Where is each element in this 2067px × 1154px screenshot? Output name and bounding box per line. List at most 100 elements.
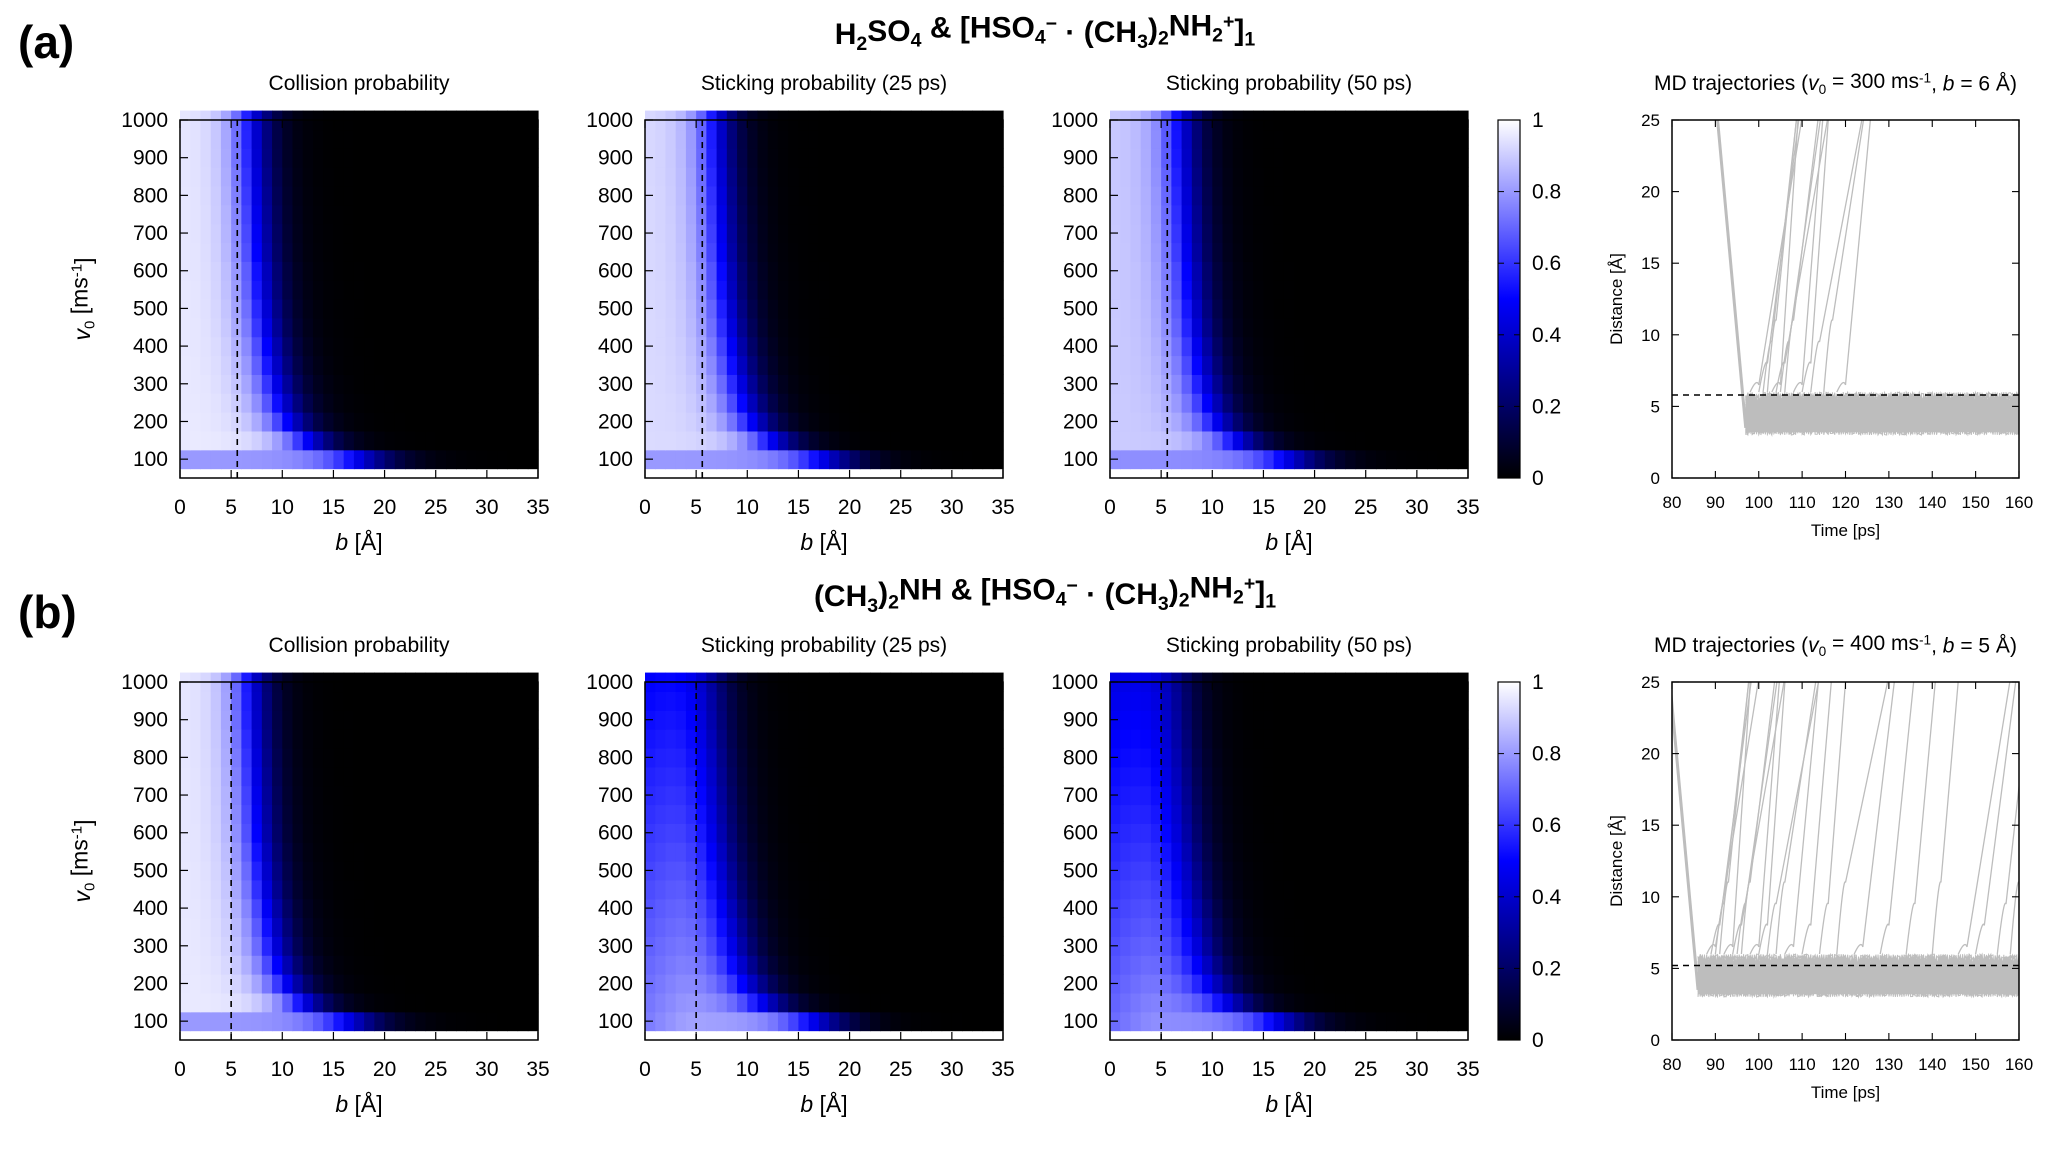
- heatmap-cell: [788, 729, 800, 749]
- y-tick-label: 800: [133, 746, 168, 769]
- heatmap-cell: [880, 785, 892, 806]
- heatmap-cell: [1253, 299, 1265, 319]
- text-run: 0: [81, 321, 98, 329]
- heatmap-cell: [716, 223, 728, 244]
- heatmap-cell: [261, 710, 273, 730]
- heatmap-cell: [1150, 430, 1162, 451]
- heatmap-cell: [1273, 992, 1285, 1013]
- heatmap-cell: [323, 842, 335, 862]
- heatmap-cell: [1294, 917, 1305, 937]
- heatmap-cell: [445, 974, 457, 994]
- heatmap-cell: [1386, 804, 1397, 824]
- heatmap-cell: [517, 280, 529, 300]
- heatmap-cell: [220, 823, 232, 843]
- heatmap-cell: [992, 317, 1004, 338]
- heatmap-cell: [737, 785, 748, 806]
- heatmap-cell: [456, 393, 467, 413]
- y-tick-label: 200: [1063, 972, 1098, 995]
- heatmap-cell: [1140, 710, 1152, 730]
- heatmap-cell: [1314, 691, 1326, 711]
- heatmap-cell: [665, 167, 677, 187]
- heatmap-cell: [1437, 691, 1449, 711]
- heatmap-cell: [747, 842, 759, 862]
- heatmap-cell: [880, 710, 892, 730]
- heatmap-cell: [1294, 729, 1305, 749]
- heatmap-cell: [220, 785, 232, 806]
- heatmap-cell: [716, 710, 728, 730]
- heatmap-cell: [425, 861, 437, 881]
- heatmap-cell: [665, 299, 677, 319]
- heatmap-cell: [1232, 299, 1244, 319]
- heatmap-cell: [1150, 898, 1162, 919]
- heatmap-cell: [272, 393, 283, 413]
- heatmap-cell: [527, 766, 539, 787]
- heatmap-cell: [1386, 355, 1397, 375]
- heatmap-cell: [1130, 936, 1142, 956]
- heatmap-cell: [829, 261, 840, 281]
- heatmap-cell: [665, 242, 677, 262]
- heatmap-cell: [425, 1011, 437, 1032]
- heatmap-cell: [1140, 148, 1152, 168]
- heatmap-cell: [261, 974, 273, 994]
- heatmap-cell: [1283, 336, 1295, 357]
- heatmap-cell: [220, 955, 232, 975]
- heatmap-cell: [1242, 129, 1254, 149]
- heatmap-cell: [829, 729, 840, 749]
- heatmap-cell: [333, 355, 345, 375]
- panel-title: Sticking probability (50 ps): [1166, 72, 1412, 95]
- heatmap-cell: [241, 185, 253, 206]
- heatmap-cell: [486, 917, 498, 937]
- heatmap-cell: [466, 747, 478, 768]
- heatmap-cell: [1314, 412, 1326, 432]
- heatmap-cell: [859, 955, 871, 975]
- heatmap-cell: [1202, 766, 1213, 787]
- heatmap-cell: [1447, 280, 1459, 300]
- heatmap-cell: [466, 185, 478, 206]
- heatmap-cell: [1120, 242, 1132, 262]
- heatmap-cell: [466, 861, 478, 881]
- heatmap-cell: [880, 223, 892, 244]
- heatmap-cell: [1427, 729, 1438, 749]
- heatmap-cell: [1314, 955, 1326, 975]
- heatmap-cell: [353, 280, 365, 300]
- heatmap-cell: [798, 766, 810, 787]
- heatmap-cell: [685, 167, 697, 187]
- heatmap-cell: [210, 430, 222, 451]
- heatmap-cell: [466, 336, 478, 357]
- heatmap-cell: [921, 129, 932, 149]
- x-tick-label: 35: [991, 496, 1014, 519]
- heatmap-cell: [1437, 374, 1449, 394]
- heatmap-cell: [859, 336, 871, 357]
- heatmap-cell: [405, 167, 416, 187]
- heatmap-cell: [757, 1011, 769, 1032]
- heatmap-cell: [962, 804, 973, 824]
- heatmap-cell: [1232, 280, 1244, 300]
- escaping-trajectory: [1749, 682, 1780, 955]
- heatmap-cell: [849, 861, 861, 881]
- heatmap-cell: [476, 823, 488, 843]
- heatmap-cell: [675, 691, 687, 711]
- heatmap-cell: [696, 917, 707, 937]
- heatmap-cell: [706, 204, 718, 225]
- heatmap-cell: [951, 261, 963, 281]
- heatmap-cell: [900, 992, 912, 1013]
- heatmap-cell: [829, 823, 840, 843]
- heatmap-cell: [1273, 185, 1285, 206]
- heatmap-cell: [777, 992, 789, 1013]
- heatmap-cell: [1386, 710, 1397, 730]
- heatmap-cell: [1273, 355, 1285, 375]
- heatmap-cell: [737, 449, 748, 470]
- heatmap-cell: [1283, 242, 1295, 262]
- heatmap-cell: [1130, 823, 1142, 843]
- heatmap-cell: [1263, 412, 1275, 432]
- heatmap-cell: [394, 842, 406, 862]
- heatmap-cell: [1457, 317, 1469, 338]
- heatmap-cell: [655, 393, 667, 413]
- heatmap-cell: [931, 223, 943, 244]
- heatmap-cell: [466, 785, 478, 806]
- y-tick-label: 600: [133, 822, 168, 845]
- heatmap-cell: [880, 936, 892, 956]
- heatmap-cell: [685, 129, 697, 149]
- heatmap-cell: [517, 355, 529, 375]
- heatmap-cell: [497, 804, 508, 824]
